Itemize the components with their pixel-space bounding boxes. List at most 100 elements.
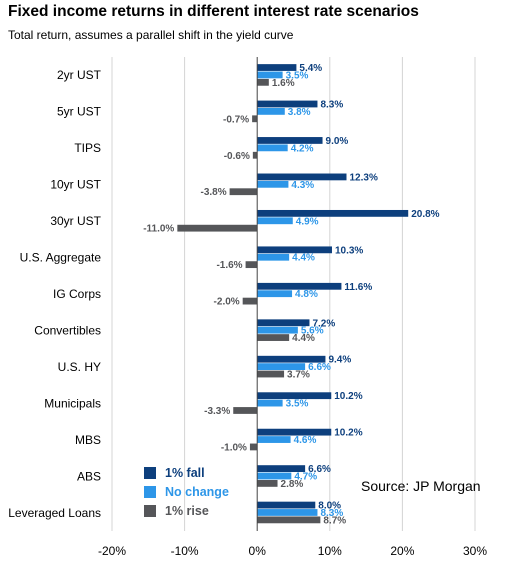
data-label: -11.0%	[143, 224, 174, 235]
bar	[257, 480, 278, 487]
data-label: -2.0%	[214, 297, 240, 308]
data-label: 4.4%	[292, 333, 315, 344]
data-label: 4.7%	[294, 472, 317, 483]
bar	[242, 297, 258, 305]
data-label: -3.3%	[204, 406, 230, 417]
category-label: Leveraged Loans	[8, 506, 101, 520]
bar	[233, 407, 258, 414]
bar	[257, 209, 409, 217]
legend-swatch-rise	[144, 504, 156, 517]
bar	[257, 180, 289, 188]
data-label: -3.8%	[200, 187, 226, 198]
bar	[257, 334, 290, 341]
bar	[257, 363, 306, 371]
bar	[257, 217, 293, 225]
bar	[249, 443, 258, 451]
data-label: -1.6%	[216, 260, 242, 271]
category-label: ABS	[77, 469, 101, 483]
bar	[257, 137, 323, 144]
chart-subtitle: Total return, assumes a parallel shift i…	[8, 28, 294, 42]
data-label: -0.6%	[224, 151, 250, 162]
category-label: TIPS	[74, 141, 101, 155]
data-label: 4.6%	[294, 435, 317, 446]
data-label: 1.6%	[272, 78, 295, 89]
data-label: 2.8%	[281, 479, 304, 490]
source-note: Source: JP Morgan	[361, 478, 481, 494]
data-label: 8.3%	[320, 508, 343, 519]
data-label: 20.8%	[411, 209, 439, 220]
category-label: 30yr UST	[50, 214, 101, 228]
data-label: 3.7%	[287, 370, 310, 381]
x-tick-label: 0%	[249, 544, 267, 558]
bar	[257, 290, 293, 298]
category-label: Convertibles	[34, 323, 101, 337]
legend-item-no-change: No change	[144, 482, 229, 501]
bar	[245, 261, 258, 269]
data-label: 7.2%	[312, 318, 335, 329]
bar	[257, 399, 283, 407]
bar	[257, 370, 285, 378]
chart-title: Fixed income returns in different intere…	[8, 3, 419, 20]
legend-swatch-fall	[144, 466, 156, 479]
x-tick-label: -20%	[98, 544, 126, 558]
bar	[252, 115, 258, 123]
bar	[257, 78, 269, 86]
data-label: 6.6%	[308, 362, 331, 373]
x-tick-label: 10%	[318, 544, 342, 558]
bar	[257, 355, 326, 363]
bar	[257, 173, 347, 181]
data-label: 8.0%	[318, 501, 341, 512]
bar	[257, 428, 332, 436]
bar	[257, 509, 318, 516]
data-label: 3.5%	[286, 399, 309, 410]
x-tick-label: 20%	[390, 544, 414, 558]
data-label: 5.6%	[301, 326, 324, 337]
bar	[257, 516, 321, 524]
data-label: 6.6%	[308, 464, 331, 475]
data-label: 4.9%	[296, 216, 319, 227]
data-label: 8.3%	[320, 99, 343, 110]
x-tick-label: -10%	[171, 544, 199, 558]
bar	[177, 224, 258, 232]
legend-label-fall: 1% fall	[165, 465, 205, 480]
data-label: 3.5%	[286, 70, 309, 81]
category-label: U.S. Aggregate	[20, 251, 102, 265]
bar	[257, 326, 298, 334]
bar	[257, 253, 290, 261]
data-label: -1.0%	[221, 442, 247, 453]
bar	[257, 319, 310, 327]
bar	[257, 436, 291, 443]
data-label: 10.2%	[334, 428, 362, 439]
category-label: MBS	[75, 433, 101, 447]
bar	[257, 100, 318, 108]
data-label: 12.3%	[349, 172, 377, 183]
data-label: 4.3%	[291, 180, 314, 191]
data-label: 9.0%	[326, 136, 349, 147]
category-label: U.S. HY	[58, 360, 101, 374]
data-label: 4.8%	[295, 289, 318, 300]
category-label: 5yr UST	[57, 105, 102, 119]
data-label: 11.6%	[344, 282, 372, 293]
bar	[257, 71, 283, 79]
bar	[257, 246, 332, 254]
bar	[257, 392, 332, 400]
bar	[257, 501, 316, 509]
category-label: 10yr UST	[50, 178, 101, 192]
bar	[257, 107, 285, 115]
data-label: 10.2%	[334, 391, 362, 402]
data-label: -0.7%	[223, 114, 249, 125]
category-label: 2yr UST	[57, 68, 102, 82]
bar	[257, 472, 292, 480]
legend-label-rise: 1% rise	[165, 503, 209, 518]
data-label: 4.4%	[292, 253, 315, 264]
category-label: IG Corps	[53, 287, 101, 301]
legend-item-rise: 1% rise	[144, 501, 229, 520]
bar	[257, 282, 342, 290]
data-label: 3.8%	[288, 107, 311, 118]
bar	[257, 144, 288, 152]
category-label: Municipals	[44, 396, 101, 410]
data-label: 4.2%	[291, 143, 314, 154]
bar	[257, 64, 297, 71]
legend-swatch-no-change	[144, 485, 156, 498]
